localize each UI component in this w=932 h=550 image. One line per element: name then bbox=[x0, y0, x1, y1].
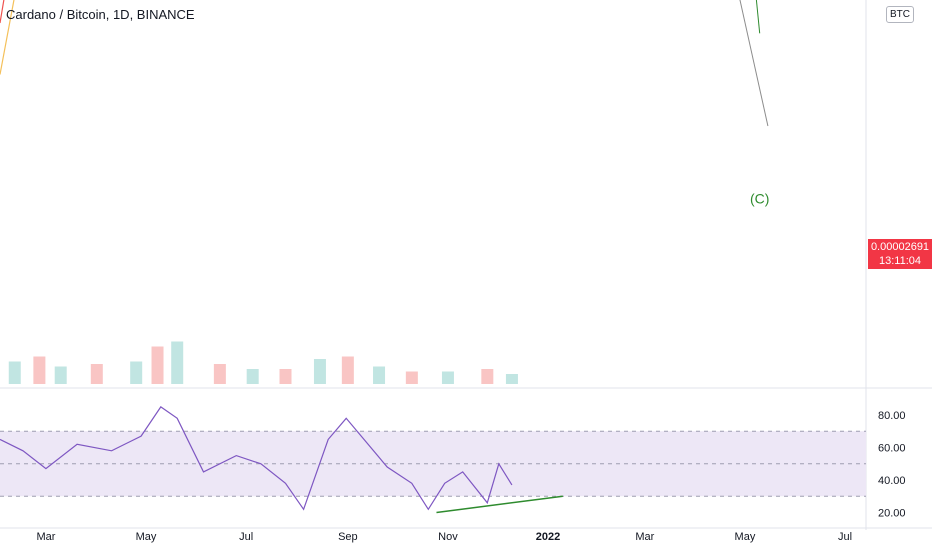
time-axis-tick-label: Mar bbox=[635, 531, 654, 543]
volume-bar bbox=[130, 361, 143, 384]
currency-unit-badge[interactable]: BTC bbox=[886, 6, 914, 23]
rsi-axis-tick-label: 40.00 bbox=[878, 475, 906, 487]
rsi-axis-tick-label: 60.00 bbox=[878, 443, 906, 455]
last-price-value: 0.00002691 bbox=[870, 241, 930, 253]
bar-close-countdown: 13:11:04 bbox=[878, 255, 921, 267]
wave-label: (C) bbox=[750, 190, 769, 206]
volume-bar bbox=[33, 356, 46, 384]
volume-bar bbox=[8, 361, 21, 384]
rsi-divergence-line bbox=[436, 495, 563, 514]
volume-bar bbox=[505, 374, 518, 384]
volume-bar bbox=[481, 369, 494, 384]
volume-bar bbox=[54, 366, 67, 384]
volume-bar bbox=[246, 369, 259, 384]
volume-bar bbox=[213, 364, 226, 384]
rsi-axis-tick-label: 80.00 bbox=[878, 410, 906, 422]
volume-bar bbox=[171, 341, 184, 384]
time-axis-tick-label: 2022 bbox=[536, 531, 560, 543]
volume-bar bbox=[341, 356, 354, 384]
volume-bar bbox=[279, 369, 292, 384]
last-price-badge: 0.00002691 13:11:04 bbox=[868, 239, 932, 269]
wave-b-to-c-line bbox=[755, 0, 761, 34]
volume-bar bbox=[151, 346, 164, 384]
time-axis-tick-label: Mar bbox=[36, 531, 55, 543]
volume-bar bbox=[405, 371, 418, 384]
symbol-title: Cardano / Bitcoin, 1D, BINANCE bbox=[6, 7, 195, 22]
volume-bar bbox=[313, 359, 326, 384]
time-axis-tick-label: Jul bbox=[838, 531, 852, 543]
rsi-line bbox=[0, 406, 513, 511]
rsi-axis-tick-label: 20.00 bbox=[878, 508, 906, 520]
time-axis-tick-label: May bbox=[136, 531, 157, 543]
time-axis-tick-label: Sep bbox=[338, 531, 358, 543]
time-axis-tick-label: Nov bbox=[438, 531, 458, 543]
volume-bar bbox=[90, 364, 103, 384]
volume-bar bbox=[441, 371, 454, 384]
channel-lower-line bbox=[739, 0, 769, 127]
time-axis-tick-label: May bbox=[735, 531, 756, 543]
volume-bar bbox=[373, 366, 386, 384]
time-axis-tick-label: Jul bbox=[239, 531, 253, 543]
